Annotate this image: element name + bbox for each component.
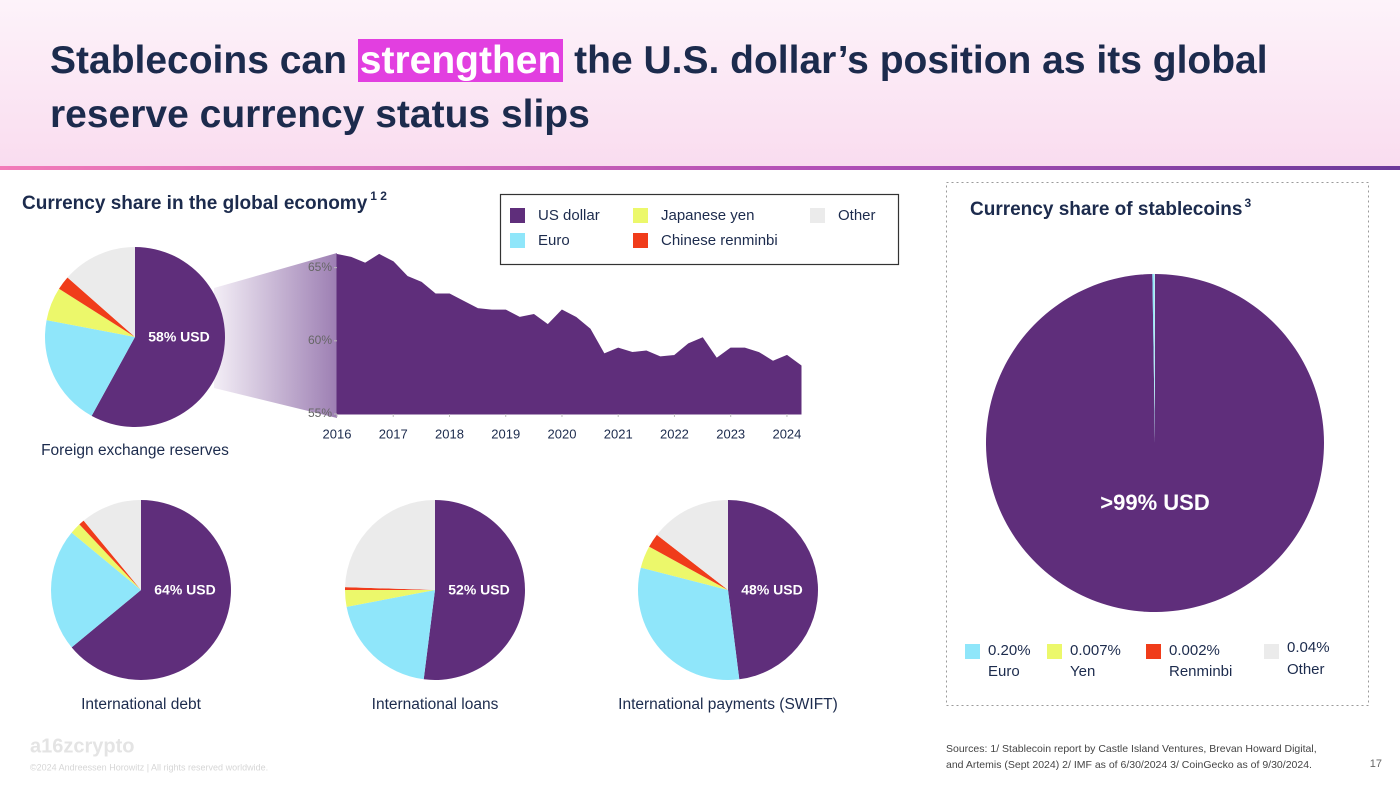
- stablecoin-panel: [946, 182, 1369, 706]
- x-tick-label: 2020: [548, 426, 577, 441]
- x-tick-label: 2016: [323, 426, 352, 441]
- header-rule: [0, 166, 1400, 170]
- legend-swatch: [633, 233, 648, 248]
- center-label: 58% USD: [148, 329, 209, 345]
- x-tick-label: 2018: [435, 426, 464, 441]
- legend-swatch: [810, 208, 825, 223]
- legend-swatch: [1146, 644, 1161, 659]
- y-tick-label: 60%: [308, 333, 332, 347]
- pie-slice: [79, 520, 141, 590]
- x-tick-label: 2022: [660, 426, 689, 441]
- legend-box: [499, 193, 900, 266]
- slide-title: Stablecoins can strengthen the U.S. doll…: [50, 34, 1340, 142]
- legend-value: 0.002%: [1169, 642, 1220, 659]
- y-tick-label: 65%: [308, 260, 332, 274]
- sources: and Artemis (Sept 2024) 2/ IMF as of 6/3…: [946, 759, 1312, 771]
- legend-label: Yen: [1070, 663, 1095, 680]
- pie-slice: [1154, 274, 1155, 443]
- panel-heading: Currency share of stablecoins: [970, 199, 1242, 220]
- sources: Sources: 1/ Stablecoin report by Castle …: [946, 743, 1317, 755]
- copyright: ©2024 Andreessen Horowitz | All rights r…: [30, 762, 268, 772]
- legend-swatch: [1264, 644, 1279, 659]
- footnote-ref: 3: [1244, 196, 1251, 210]
- legend-swatch: [965, 644, 980, 659]
- pie-slice: [83, 500, 141, 590]
- title-highlight: strengthen: [357, 39, 564, 82]
- pie-slice: [649, 534, 728, 590]
- title-text: the U.S. dollar’s position as its global…: [50, 39, 1268, 136]
- pie-slice: [638, 567, 740, 680]
- pie-title: Foreign exchange reserves: [41, 442, 229, 459]
- x-tick-label: 2023: [716, 426, 745, 441]
- footnote-ref: 1 2: [370, 189, 387, 203]
- title-text: Stablecoins can: [50, 39, 347, 82]
- center-label: 64% USD: [154, 582, 215, 598]
- zoom-wedge: [214, 253, 337, 418]
- x-tick-label: 2021: [604, 426, 633, 441]
- legend-swatch: [1047, 644, 1062, 659]
- header-band: [0, 0, 1400, 168]
- legend-value: 0.20%: [988, 642, 1031, 659]
- pie-slice: [345, 500, 435, 590]
- pie-title: International payments (SWIFT): [618, 696, 838, 713]
- pie-slice: [640, 546, 728, 590]
- y-tick-label: 55%: [308, 406, 332, 420]
- center-label: 52% USD: [448, 582, 509, 598]
- pie-slice: [67, 247, 135, 337]
- legend-label: Other: [838, 207, 876, 224]
- legend-label: Euro: [538, 232, 570, 249]
- legend-value: 0.007%: [1070, 642, 1121, 659]
- pie-slice: [71, 524, 141, 590]
- area: [336, 253, 802, 415]
- legend-swatch: [633, 208, 648, 223]
- pie-title: International loans: [372, 696, 499, 713]
- pie-slice: [423, 500, 525, 680]
- legend-label: Renminbi: [1169, 663, 1232, 680]
- pie-slice: [345, 587, 435, 590]
- legend-label: Euro: [988, 663, 1020, 680]
- pie-slice: [46, 288, 135, 337]
- legend-label: Other: [1287, 661, 1325, 678]
- x-tick-label: 2017: [379, 426, 408, 441]
- x-tick-label: 2024: [772, 426, 801, 441]
- legend-label: Chinese renminbi: [661, 232, 778, 249]
- pie-slice: [59, 277, 136, 337]
- legend-label: Japanese yen: [661, 207, 754, 224]
- pie-slice: [71, 500, 232, 681]
- legend-value: 0.04%: [1287, 639, 1330, 656]
- pie-slice: [345, 590, 435, 607]
- section-heading: Currency share in the global economy: [22, 193, 368, 214]
- pie-title: International debt: [81, 696, 201, 713]
- center-label: 48% USD: [741, 582, 802, 598]
- center-label: >99% USD: [1100, 490, 1209, 515]
- legend-swatch: [510, 208, 525, 223]
- page-number: 17: [1370, 758, 1382, 770]
- pie-slice: [346, 590, 435, 680]
- pie-slice: [44, 320, 136, 416]
- pie-slice: [91, 247, 225, 427]
- logo: a16zcrypto: [30, 735, 135, 757]
- pie-slice: [728, 500, 819, 680]
- pie-slice: [986, 274, 1325, 612]
- legend-label: US dollar: [538, 207, 600, 224]
- pie-slice: [1152, 274, 1155, 443]
- pie-slice: [50, 532, 141, 648]
- x-tick-label: 2019: [491, 426, 520, 441]
- legend-swatch: [510, 233, 525, 248]
- pie-slice: [656, 500, 728, 590]
